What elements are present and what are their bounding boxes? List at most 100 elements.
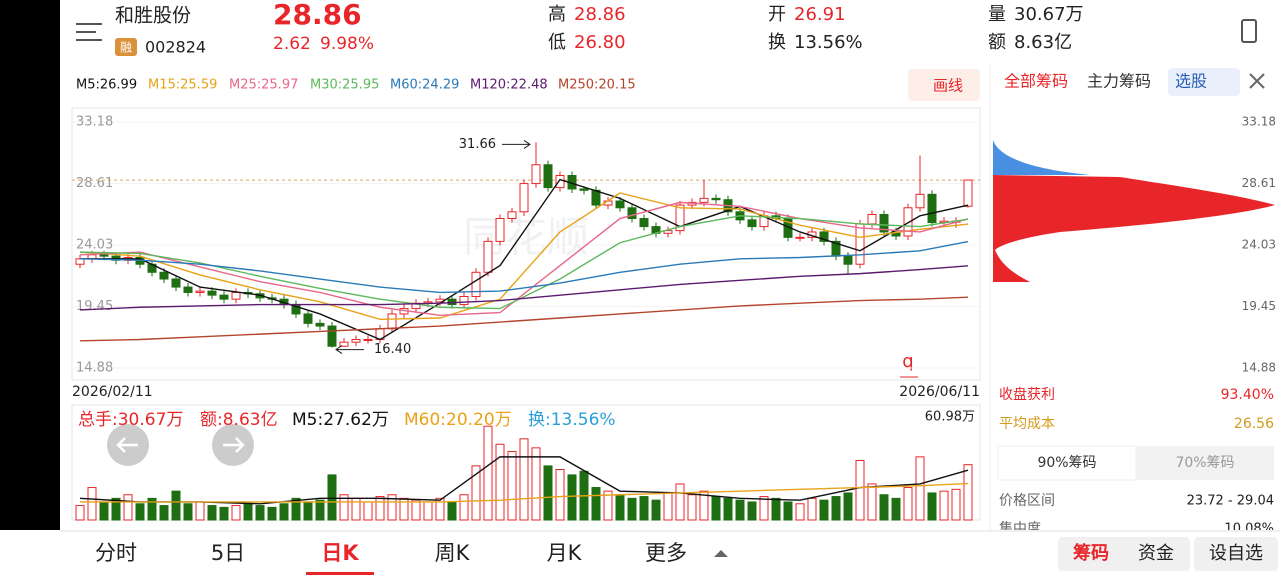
volume-bar bbox=[519, 438, 529, 521]
bottom-button[interactable]: 设自选 bbox=[1209, 543, 1263, 564]
select-bg[interactable] bbox=[1168, 68, 1240, 96]
volume-bar bbox=[555, 468, 565, 521]
left-bezel bbox=[0, 0, 60, 576]
volume-bar bbox=[387, 494, 397, 521]
candle-body bbox=[171, 278, 181, 288]
menu-icon[interactable] bbox=[76, 23, 102, 41]
stat-value: 13.56% bbox=[794, 32, 863, 53]
y-tick-label: 14.88 bbox=[76, 361, 113, 376]
volume-bar bbox=[507, 450, 517, 521]
change: 2.62 bbox=[273, 34, 311, 54]
chip-tab[interactable]: 全部筹码 bbox=[1004, 72, 1068, 91]
volume-bar bbox=[495, 443, 505, 521]
stock-code: 002824 bbox=[145, 38, 206, 57]
volume-ma-line bbox=[80, 482, 969, 503]
volume-bar bbox=[459, 494, 469, 521]
volume-legend: 换:13.56% bbox=[528, 410, 616, 430]
high-arrow bbox=[502, 140, 531, 149]
bottom-tab[interactable]: 5日 bbox=[211, 541, 245, 565]
volume-bar bbox=[639, 496, 649, 521]
ma-line bbox=[79, 296, 969, 342]
candle-body bbox=[483, 240, 493, 273]
date-start: 2026/02/11 bbox=[72, 384, 153, 400]
chart-frame bbox=[71, 107, 981, 381]
candle-body bbox=[879, 213, 889, 233]
volume-bar bbox=[207, 505, 217, 521]
ma-line bbox=[79, 240, 969, 294]
close-icon[interactable] bbox=[1249, 73, 1265, 89]
marker: q bbox=[902, 351, 913, 372]
volume-bar bbox=[531, 447, 541, 521]
volume-bar bbox=[651, 499, 661, 521]
active-tab-underline bbox=[306, 572, 374, 575]
volume-bar bbox=[87, 487, 97, 521]
candle-body bbox=[543, 164, 553, 189]
volume-legend: M60:20.20万 bbox=[404, 410, 512, 430]
candle-body bbox=[519, 183, 529, 213]
volume-bar bbox=[195, 501, 205, 521]
volume-bar bbox=[807, 497, 817, 521]
date-end: 2026/06/11 bbox=[899, 384, 980, 400]
volume-bar bbox=[627, 497, 637, 521]
volume-bar bbox=[615, 494, 625, 521]
candle-body bbox=[903, 207, 913, 237]
volume-bar bbox=[159, 505, 169, 521]
volume-bar bbox=[99, 501, 109, 521]
ma-line bbox=[80, 178, 969, 341]
chip-tab[interactable]: 选股 bbox=[1175, 72, 1207, 91]
candle-body bbox=[471, 271, 481, 297]
bottom-button[interactable]: 资金 bbox=[1138, 543, 1174, 564]
candle-body bbox=[579, 188, 589, 191]
volume-bar bbox=[471, 465, 481, 521]
chip-tick-label: 28.61 bbox=[1242, 176, 1276, 190]
bottom-tab[interactable]: 日K bbox=[321, 541, 359, 565]
candle-body bbox=[363, 339, 373, 342]
candle-body bbox=[699, 197, 709, 203]
volume-bar bbox=[399, 497, 409, 521]
candle-body bbox=[75, 258, 85, 265]
toggle-active[interactable] bbox=[997, 445, 1137, 481]
chip-tab[interactable]: 主力筹码 bbox=[1087, 72, 1151, 91]
chip-toggle[interactable]: 70%筹码 bbox=[1175, 454, 1234, 471]
candle-body bbox=[555, 175, 565, 189]
volume-bar bbox=[327, 474, 337, 521]
bottom-border bbox=[60, 530, 1280, 532]
phone-icon[interactable] bbox=[1241, 19, 1257, 43]
volume-bar bbox=[663, 492, 673, 521]
ma-line bbox=[79, 265, 969, 311]
bottom-tab[interactable]: 分时 bbox=[95, 541, 137, 565]
candle-body bbox=[627, 207, 637, 220]
buttons-bg bbox=[1058, 537, 1190, 571]
volume-bar bbox=[687, 494, 697, 521]
volume-bar bbox=[675, 483, 685, 521]
candle-body bbox=[855, 223, 865, 265]
draw-button[interactable]: 画线 bbox=[933, 77, 963, 95]
candle-body bbox=[591, 189, 601, 206]
volume-bar bbox=[411, 499, 421, 521]
chip-tick-label: 33.18 bbox=[1242, 115, 1276, 129]
bottom-tab[interactable]: 月K bbox=[547, 541, 583, 565]
volume-bar bbox=[183, 503, 193, 521]
more-caret bbox=[714, 550, 728, 557]
bottom-button[interactable]: 筹码 bbox=[1073, 542, 1109, 564]
volume-bar bbox=[255, 505, 265, 521]
stat-value: 30.67万 bbox=[1014, 4, 1084, 25]
volume-legend: M5:27.62万 bbox=[292, 410, 389, 430]
volume-bar bbox=[711, 496, 721, 521]
ma-line bbox=[79, 215, 969, 310]
volume-bar bbox=[855, 459, 865, 521]
chip-toggle[interactable]: 90%筹码 bbox=[1037, 454, 1096, 471]
chip-profile-red bbox=[993, 175, 1275, 282]
volume-bar bbox=[375, 496, 385, 521]
volume-bar bbox=[147, 497, 157, 521]
candle-body bbox=[819, 231, 829, 242]
volume-bar bbox=[279, 503, 289, 521]
stat-value: 26.80 bbox=[574, 32, 626, 53]
chip-row-value: 93.40% bbox=[1221, 387, 1274, 403]
draw-button-bg[interactable] bbox=[908, 69, 980, 101]
volume-bar bbox=[843, 492, 853, 521]
bottom-tab[interactable]: 更多 bbox=[645, 541, 687, 565]
bottom-tab[interactable]: 周K bbox=[435, 541, 471, 565]
